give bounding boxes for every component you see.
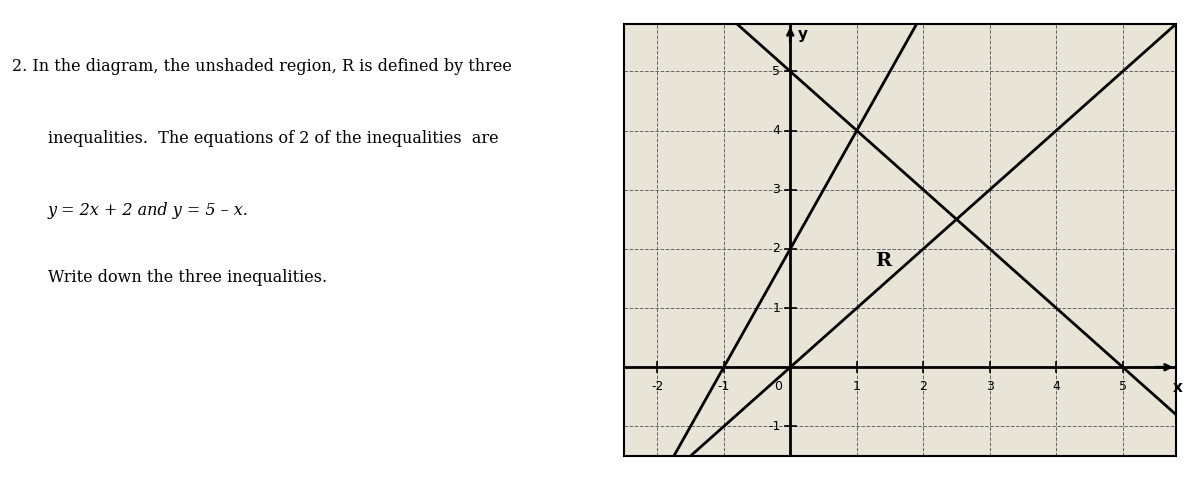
- Text: 1: 1: [853, 380, 860, 393]
- Text: -1: -1: [718, 380, 730, 393]
- Text: -2: -2: [652, 380, 664, 393]
- Text: Write down the three inequalities.: Write down the three inequalities.: [48, 269, 328, 286]
- Text: 3: 3: [773, 183, 780, 196]
- Text: 3: 3: [986, 380, 994, 393]
- Text: 1: 1: [773, 301, 780, 314]
- Text: -1: -1: [768, 420, 780, 433]
- Text: 0: 0: [774, 380, 782, 393]
- Text: 2. In the diagram, the unshaded region, R is defined by three: 2. In the diagram, the unshaded region, …: [12, 58, 512, 74]
- Text: 5: 5: [1118, 380, 1127, 393]
- Text: R: R: [875, 252, 892, 270]
- Text: 2: 2: [773, 242, 780, 255]
- Text: y: y: [798, 27, 809, 42]
- Text: 5: 5: [773, 65, 780, 78]
- Text: 2: 2: [919, 380, 928, 393]
- Text: y = 2x + 2 and y = 5 – x.: y = 2x + 2 and y = 5 – x.: [48, 202, 248, 218]
- Text: x: x: [1172, 380, 1182, 395]
- Text: 4: 4: [773, 124, 780, 137]
- Text: 4: 4: [1052, 380, 1061, 393]
- Text: inequalities.  The equations of 2 of the inequalities  are: inequalities. The equations of 2 of the …: [48, 130, 499, 146]
